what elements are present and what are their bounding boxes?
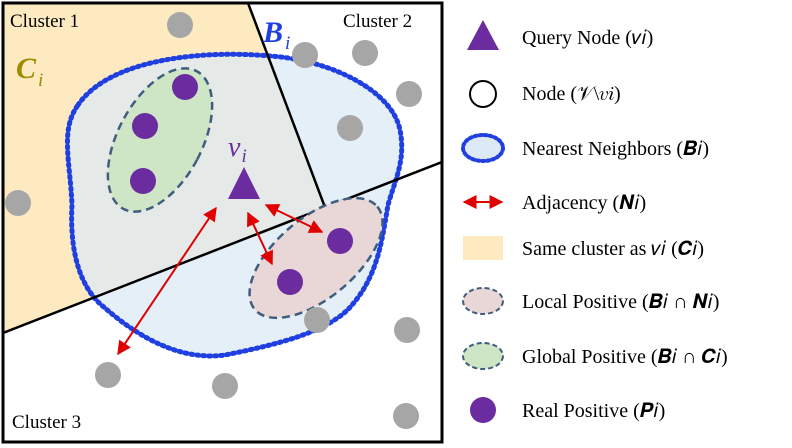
legend-neighbors-label: Nearest Neighbors (𝑩𝑖) xyxy=(522,138,709,160)
divider-cluster-3 xyxy=(3,160,442,335)
diagram-border xyxy=(1,1,444,444)
cluster-1-label: Cluster 1 xyxy=(10,11,79,32)
node xyxy=(304,307,330,333)
legend-query-label: Query Node (𝑣𝑖) xyxy=(522,27,653,49)
real-positive-node xyxy=(172,74,198,100)
real-positive-node xyxy=(277,269,303,295)
legend-global-label: Global Positive (𝑩𝑖 ∩ 𝑪𝑖) xyxy=(522,346,728,368)
legend-node-icon xyxy=(469,80,497,108)
node xyxy=(167,12,193,38)
divider-cluster-1-2 xyxy=(246,3,328,211)
cluster-2-label: Cluster 2 xyxy=(343,11,412,32)
adjacency-arrow xyxy=(117,206,217,356)
purple-nodes xyxy=(130,74,353,295)
legend-local-label: Local Positive (𝑩𝑖 ∩ 𝑵𝑖) xyxy=(522,291,719,313)
node xyxy=(352,40,378,66)
real-positive-node xyxy=(132,113,158,139)
gray-nodes xyxy=(5,12,422,429)
node xyxy=(292,42,318,68)
legend-query-icon xyxy=(467,20,499,50)
legend-cluster-icon xyxy=(463,236,503,260)
query-node-label: vi xyxy=(228,132,247,167)
cluster-3-label: Cluster 3 xyxy=(12,412,81,433)
node xyxy=(394,317,420,343)
node xyxy=(393,403,419,429)
query-node-triangle xyxy=(228,167,260,199)
legend-node-label: Node (𝒱\𝑣𝑖) xyxy=(522,83,621,105)
legend-global-icon xyxy=(462,342,504,370)
legend-local-icon xyxy=(462,287,504,315)
legend-real-icon xyxy=(470,397,496,423)
node xyxy=(396,81,422,107)
node xyxy=(212,373,238,399)
node xyxy=(337,115,363,141)
adjacency-arrow xyxy=(264,204,324,233)
adjacency-arrows xyxy=(117,204,324,356)
legend: Query Node (𝑣𝑖) Node (𝒱\𝑣𝑖) Nearest Neig… xyxy=(461,20,728,423)
node xyxy=(5,190,31,216)
real-positive-node xyxy=(327,228,353,254)
real-positive-node xyxy=(130,168,156,194)
legend-adjacency-label: Adjacency (𝑵𝑖) xyxy=(522,192,646,214)
legend-cluster-label: Same cluster as 𝑣𝑖 (𝑪𝑖) xyxy=(522,238,704,260)
adjacency-arrow xyxy=(247,211,273,266)
legend-neighbors-icon xyxy=(461,133,505,163)
legend-real-label: Real Positive (𝑷𝑖) xyxy=(522,400,665,422)
node xyxy=(95,362,121,388)
